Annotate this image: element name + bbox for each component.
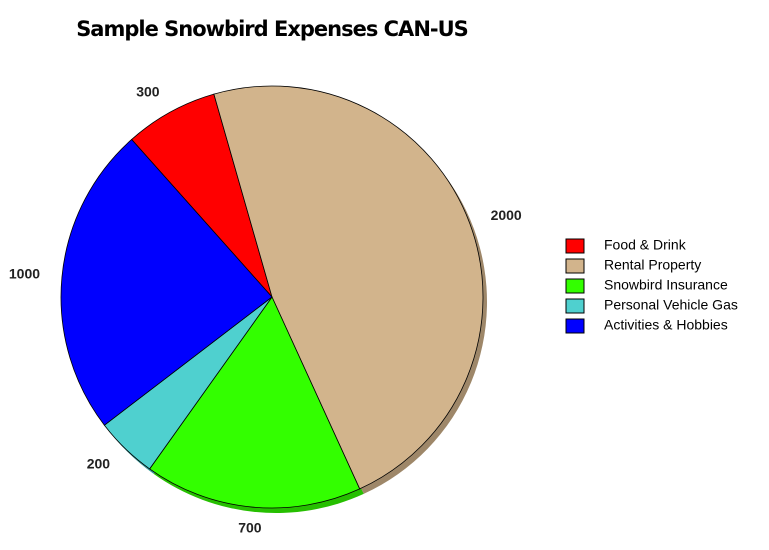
legend-label: Rental Property xyxy=(604,257,701,273)
legend-swatch xyxy=(565,238,585,254)
legend-swatch xyxy=(565,298,585,314)
legend-label: Personal Vehicle Gas xyxy=(604,297,738,313)
slice xyxy=(213,85,484,490)
legend-swatch xyxy=(565,318,585,334)
legend-label: Food & Drink xyxy=(604,237,687,253)
slice xyxy=(149,296,361,509)
value-label: 700 xyxy=(238,520,262,536)
chart-title: Sample Snowbird Expenses CAN-US xyxy=(76,17,468,41)
legend-swatch xyxy=(565,278,585,294)
legend-label: Snowbird Insurance xyxy=(604,277,728,293)
value-label: 300 xyxy=(136,84,160,100)
legend-swatch xyxy=(565,258,585,274)
value-label: 200 xyxy=(87,455,111,471)
value-label: 1000 xyxy=(9,266,40,282)
slice xyxy=(60,138,273,426)
legend-label: Activities & Hobbies xyxy=(604,317,728,333)
value-label: 2000 xyxy=(491,207,522,223)
